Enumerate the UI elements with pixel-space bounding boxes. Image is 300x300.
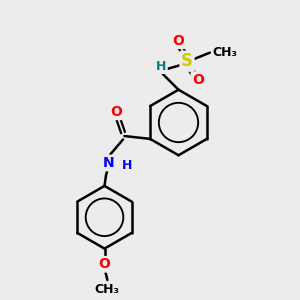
Text: O: O bbox=[172, 34, 184, 48]
Text: O: O bbox=[192, 73, 204, 87]
Text: H: H bbox=[122, 159, 133, 172]
Text: CH₃: CH₃ bbox=[213, 46, 238, 59]
Text: O: O bbox=[110, 105, 122, 119]
Text: O: O bbox=[99, 257, 110, 271]
Text: H: H bbox=[156, 60, 166, 73]
Text: N: N bbox=[154, 58, 166, 73]
Text: N: N bbox=[103, 156, 115, 170]
Text: CH₃: CH₃ bbox=[95, 284, 120, 296]
Text: S: S bbox=[181, 52, 193, 70]
